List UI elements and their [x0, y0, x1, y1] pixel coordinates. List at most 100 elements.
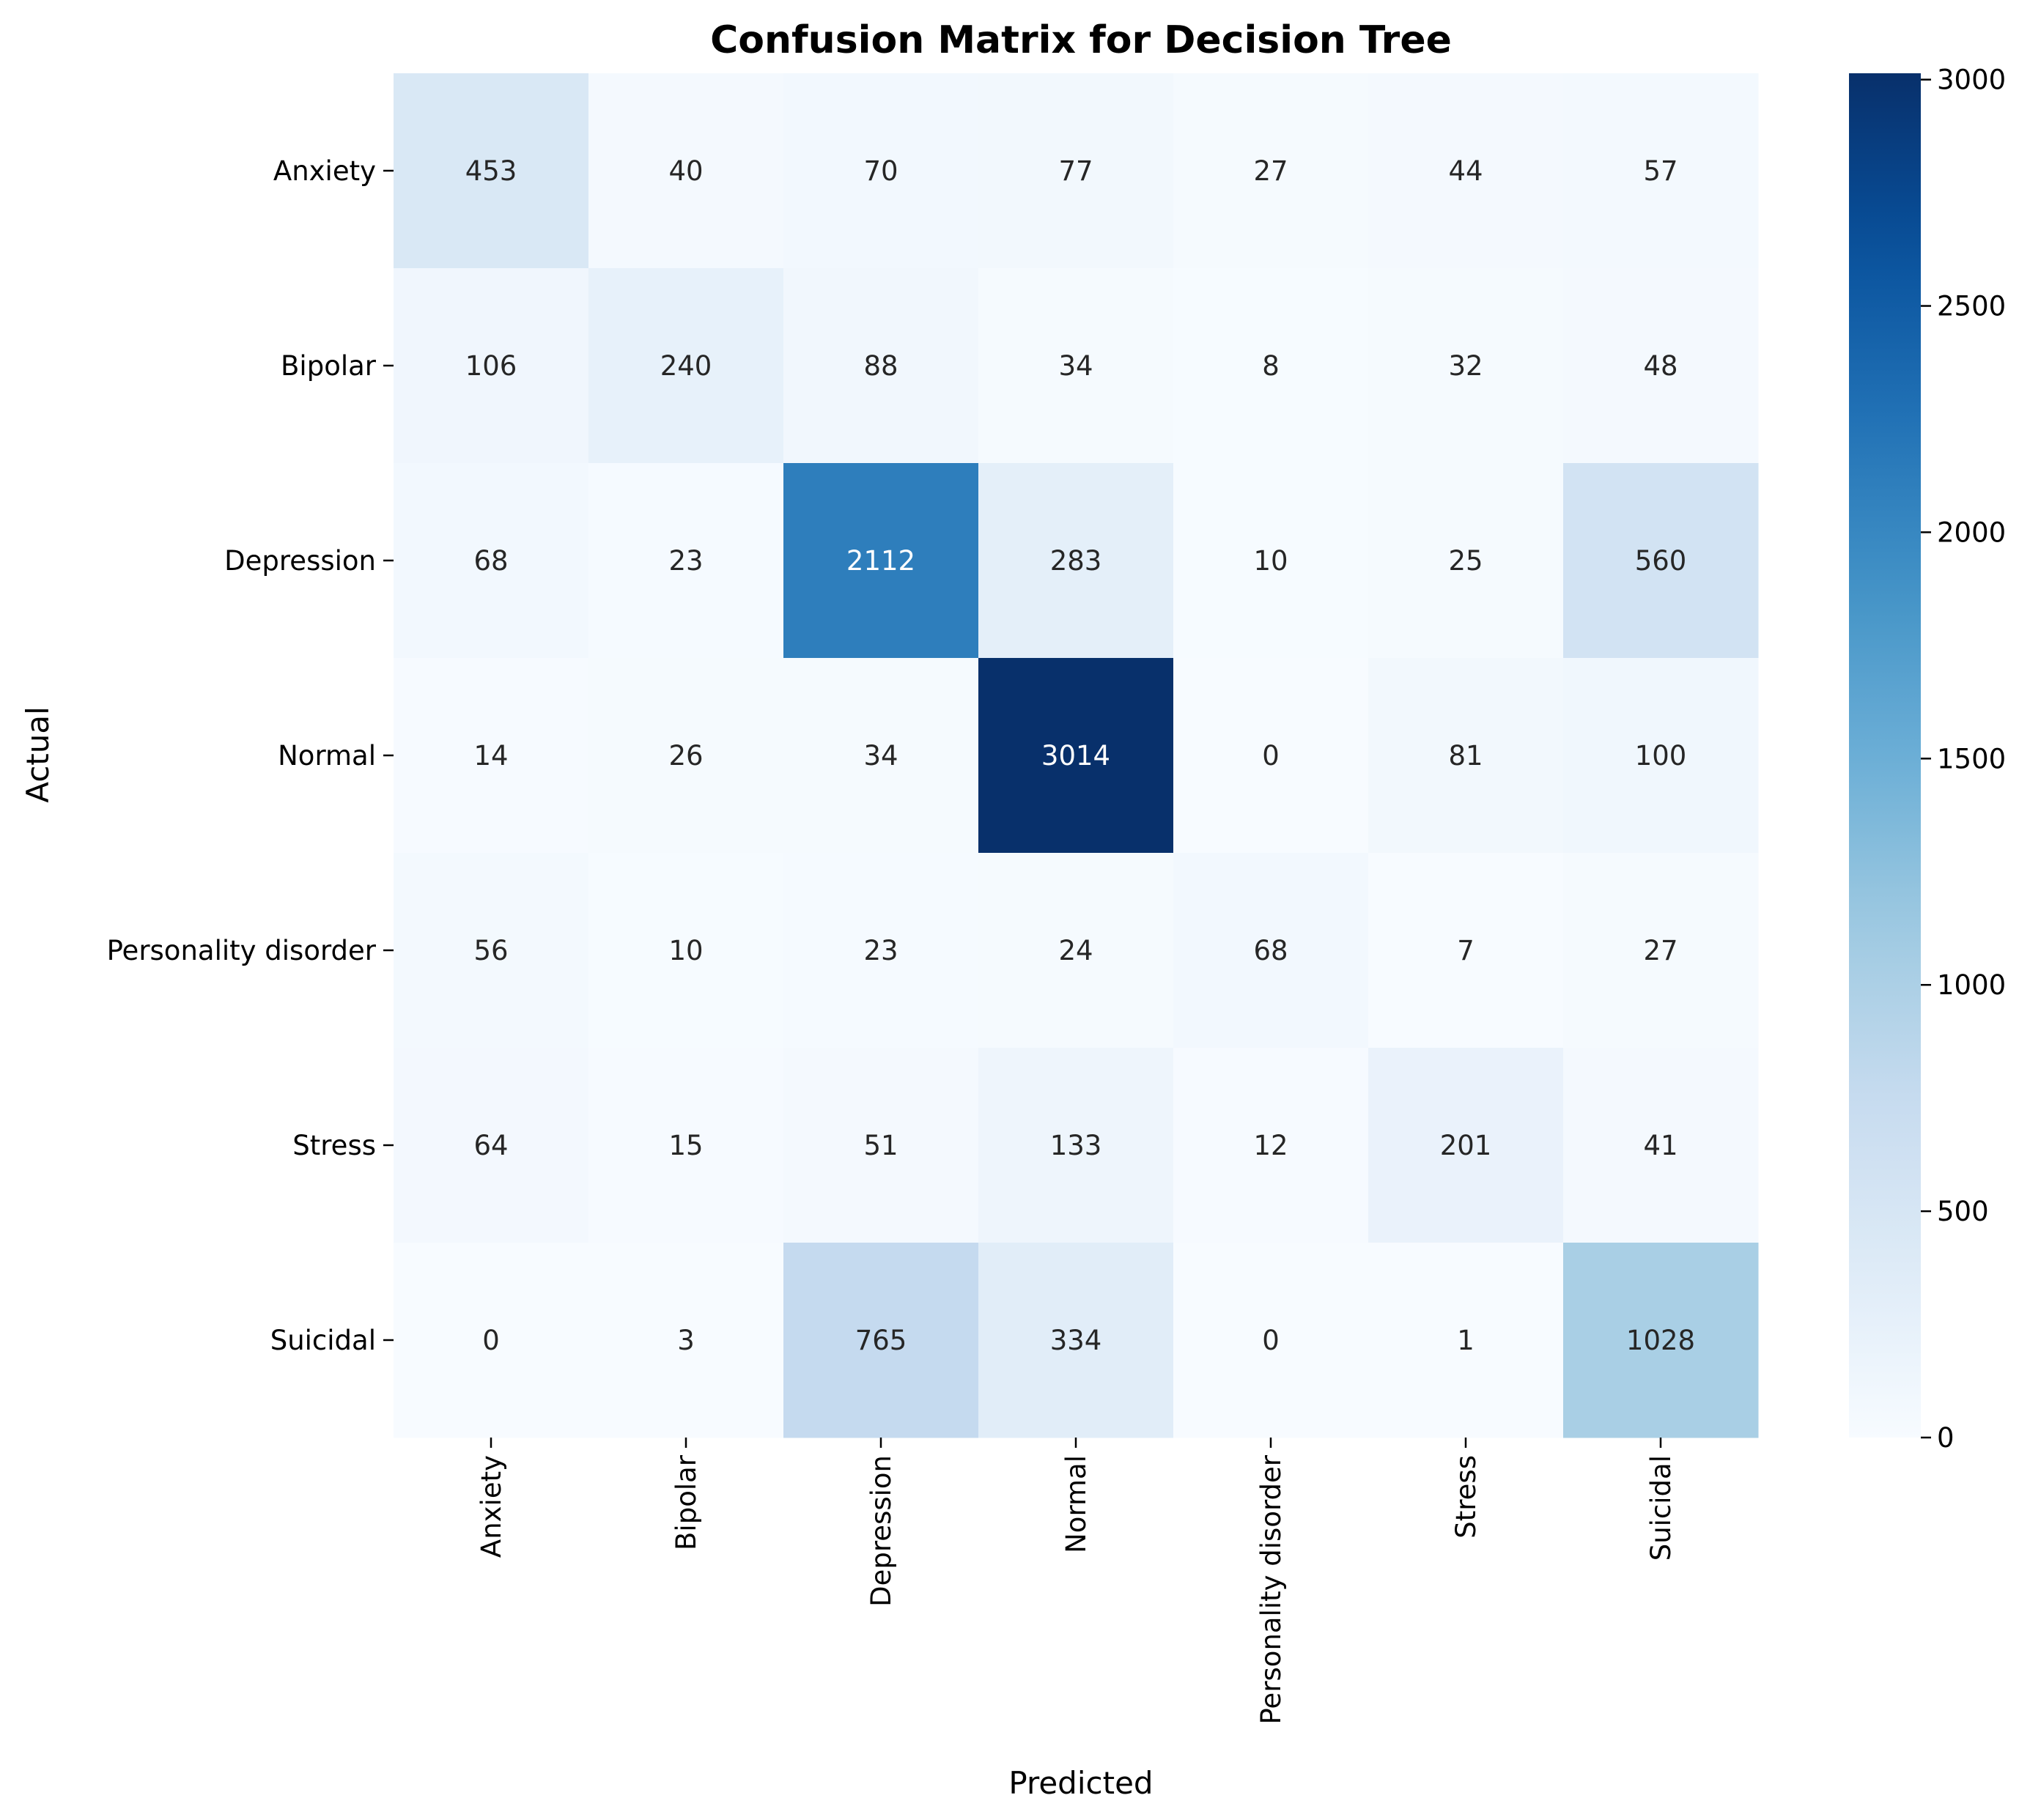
colorbar-tick-label: 2500 [1937, 291, 2006, 322]
heatmap-cells [394, 73, 1759, 1438]
heatmap-cell-label: 77 [1058, 155, 1093, 187]
heatmap-cell-label: 12 [1253, 1130, 1288, 1161]
heatmap-cell [1173, 658, 1369, 854]
x-tick-label: Depression [865, 1455, 897, 1607]
heatmap-cell-label: 0 [1262, 740, 1280, 772]
y-tick-label: Stress [292, 1130, 376, 1161]
heatmap-cell-label: 0 [482, 1325, 500, 1356]
heatmap-cell [1563, 853, 1759, 1048]
y-axis-label: Actual [20, 706, 56, 803]
heatmap-cell-label: 15 [668, 1130, 703, 1161]
y-tick-label: Depression [224, 545, 376, 577]
heatmap-cell-label: 14 [473, 740, 508, 772]
heatmap-cell-label: 64 [473, 1130, 508, 1161]
x-tick-label: Normal [1060, 1455, 1092, 1553]
heatmap-cell [1368, 73, 1564, 269]
heatmap-cell [978, 1048, 1174, 1243]
y-tick-label: Anxiety [273, 155, 376, 187]
heatmap-cell-label: 8 [1262, 350, 1280, 382]
heatmap-cell [978, 658, 1174, 854]
y-tick-label: Personality disorder [107, 935, 377, 966]
y-axis: Anxiety Bipolar Depression Normal Personalit… [107, 155, 394, 1356]
heatmap-cell-label: 70 [863, 155, 898, 187]
colorbar-gradient [1849, 73, 1921, 1438]
heatmap-cell-label: 26 [668, 740, 703, 772]
colorbar-tick-label: 500 [1937, 1196, 1989, 1227]
heatmap-cell [978, 463, 1174, 659]
x-tick-label: Personality disorder [1255, 1454, 1287, 1724]
heatmap-cell-label: 68 [473, 545, 508, 577]
heatmap-cell-label: 56 [473, 935, 508, 966]
heatmap-cell-label: 10 [1253, 545, 1288, 577]
heatmap-cell [1563, 73, 1759, 269]
heatmap-cell [394, 1048, 589, 1243]
heatmap-cell-label: 453 [465, 155, 517, 187]
heatmap-cell [1173, 1048, 1369, 1243]
heatmap-cell [978, 1243, 1174, 1438]
heatmap-cell [1368, 1243, 1564, 1438]
colorbar-tick-label: 2000 [1937, 517, 2006, 548]
y-tick-label: Suicidal [270, 1325, 376, 1356]
heatmap-cell [1173, 1243, 1369, 1438]
heatmap-cell-label: 240 [660, 350, 712, 382]
heatmap-cell-label: 1028 [1626, 1325, 1695, 1356]
heatmap-cell [978, 853, 1174, 1048]
heatmap-cell [1173, 268, 1369, 464]
heatmap-cell [394, 1243, 589, 1438]
heatmap-cell [1368, 658, 1564, 854]
x-tick-label: Bipolar [671, 1454, 702, 1550]
heatmap-cell [1563, 463, 1759, 659]
heatmap-cell-label: 40 [668, 155, 703, 187]
heatmap-cell [1368, 463, 1564, 659]
heatmap-cell [588, 463, 784, 659]
heatmap-cell-label: 57 [1643, 155, 1677, 187]
heatmap-cell-label: 44 [1448, 155, 1483, 187]
heatmap-cell-label: 24 [1058, 935, 1093, 966]
heatmap-cell [588, 73, 784, 269]
colorbar: 0 500 1000 1500 2000 2500 3000 [1849, 64, 2006, 1454]
heatmap-cell-label: 3014 [1041, 740, 1110, 772]
heatmap-cell-label: 2112 [846, 545, 915, 577]
heatmap-cell [394, 268, 589, 464]
heatmap-cell [1563, 1243, 1759, 1438]
heatmap-cell [978, 268, 1174, 464]
colorbar-tick-label: 1500 [1937, 743, 2006, 774]
heatmap-cell [783, 1048, 979, 1243]
heatmap-cell [1173, 853, 1369, 1048]
heatmap-cell-label: 51 [863, 1130, 898, 1161]
heatmap-cell [783, 268, 979, 464]
heatmap-cell [978, 73, 1174, 269]
heatmap-cell-label: 27 [1643, 935, 1677, 966]
heatmap-cell [394, 658, 589, 854]
heatmap-cell [1368, 268, 1564, 464]
heatmap-cell-label: 0 [1262, 1325, 1280, 1356]
heatmap-cell-label: 34 [863, 740, 898, 772]
chart-title: Confusion Matrix for Decision Tree [710, 18, 1452, 62]
heatmap-cell [588, 1048, 784, 1243]
x-axis: Anxiety Bipolar Depression Normal Personalit… [476, 1438, 1677, 1724]
y-tick-label: Bipolar [281, 350, 377, 382]
heatmap-cell-label: 100 [1635, 740, 1687, 772]
heatmap-cell [1368, 853, 1564, 1048]
colorbar-tick-label: 0 [1937, 1422, 1955, 1454]
heatmap-cell [1173, 463, 1369, 659]
heatmap-cell-label: 48 [1643, 350, 1677, 382]
heatmap-cell-label: 23 [668, 545, 703, 577]
heatmap-cell [394, 853, 589, 1048]
heatmap-cell [783, 1243, 979, 1438]
colorbar-tick-label: 3000 [1937, 64, 2006, 96]
heatmap-cell-label: 201 [1440, 1130, 1492, 1161]
heatmap-cell-label: 283 [1050, 545, 1102, 577]
x-axis-label: Predicted [1008, 1765, 1153, 1801]
heatmap-cell-label: 133 [1050, 1130, 1102, 1161]
x-tick-label: Suicidal [1645, 1455, 1677, 1561]
heatmap-cell-label: 765 [855, 1325, 907, 1356]
heatmap-cell [588, 268, 784, 464]
heatmap-cell [1173, 73, 1369, 269]
heatmap-cell [1563, 1048, 1759, 1243]
heatmap-cell-label: 41 [1643, 1130, 1677, 1161]
heatmap-cell-label: 34 [1058, 350, 1093, 382]
heatmap-cell [783, 73, 979, 269]
